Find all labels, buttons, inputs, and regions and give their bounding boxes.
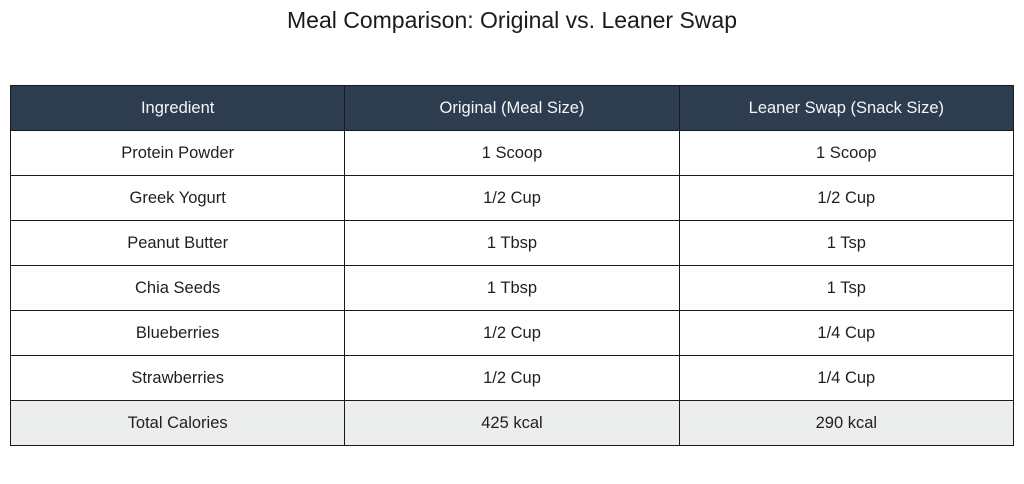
original-amount-cell: 1 Tbsp <box>344 265 680 311</box>
table-row: Peanut Butter 1 Tbsp 1 Tsp <box>9 220 1015 266</box>
ingredient-cell: Chia Seeds <box>9 265 346 311</box>
original-amount-cell: 1 Tbsp <box>344 220 680 266</box>
column-header-original: Original (Meal Size) <box>344 85 680 131</box>
original-amount-cell: 1 Scoop <box>344 130 680 176</box>
meal-comparison-table: Ingredient Original (Meal Size) Leaner S… <box>9 85 1015 446</box>
column-header-leaner-swap: Leaner Swap (Snack Size) <box>678 85 1015 131</box>
table-row: Protein Powder 1 Scoop 1 Scoop <box>9 130 1015 176</box>
original-amount-cell: 1/2 Cup <box>344 175 680 221</box>
total-calories-row: Total Calories 425 kcal 290 kcal <box>9 400 1015 446</box>
leaner-amount-cell: 1/4 Cup <box>678 310 1015 356</box>
leaner-amount-cell: 1 Tsp <box>678 265 1015 311</box>
leaner-amount-cell: 1/2 Cup <box>678 175 1015 221</box>
table-row: Chia Seeds 1 Tbsp 1 Tsp <box>9 265 1015 311</box>
column-header-ingredient: Ingredient <box>9 85 346 131</box>
leaner-amount-cell: 1 Tsp <box>678 220 1015 266</box>
ingredient-cell: Protein Powder <box>9 130 346 176</box>
leaner-total-cell: 290 kcal <box>678 400 1015 446</box>
ingredient-cell: Greek Yogurt <box>9 175 346 221</box>
original-amount-cell: 1/2 Cup <box>344 355 680 401</box>
table-row: Greek Yogurt 1/2 Cup 1/2 Cup <box>9 175 1015 221</box>
total-label-cell: Total Calories <box>9 400 346 446</box>
original-total-cell: 425 kcal <box>344 400 680 446</box>
ingredient-cell: Strawberries <box>9 355 346 401</box>
leaner-amount-cell: 1 Scoop <box>678 130 1015 176</box>
table-row: Strawberries 1/2 Cup 1/4 Cup <box>9 355 1015 401</box>
original-amount-cell: 1/2 Cup <box>344 310 680 356</box>
leaner-amount-cell: 1/4 Cup <box>678 355 1015 401</box>
page-title: Meal Comparison: Original vs. Leaner Swa… <box>287 7 737 33</box>
ingredient-cell: Blueberries <box>9 310 346 356</box>
table-header-row: Ingredient Original (Meal Size) Leaner S… <box>9 85 1015 131</box>
table-row: Blueberries 1/2 Cup 1/4 Cup <box>9 310 1015 356</box>
ingredient-cell: Peanut Butter <box>9 220 346 266</box>
